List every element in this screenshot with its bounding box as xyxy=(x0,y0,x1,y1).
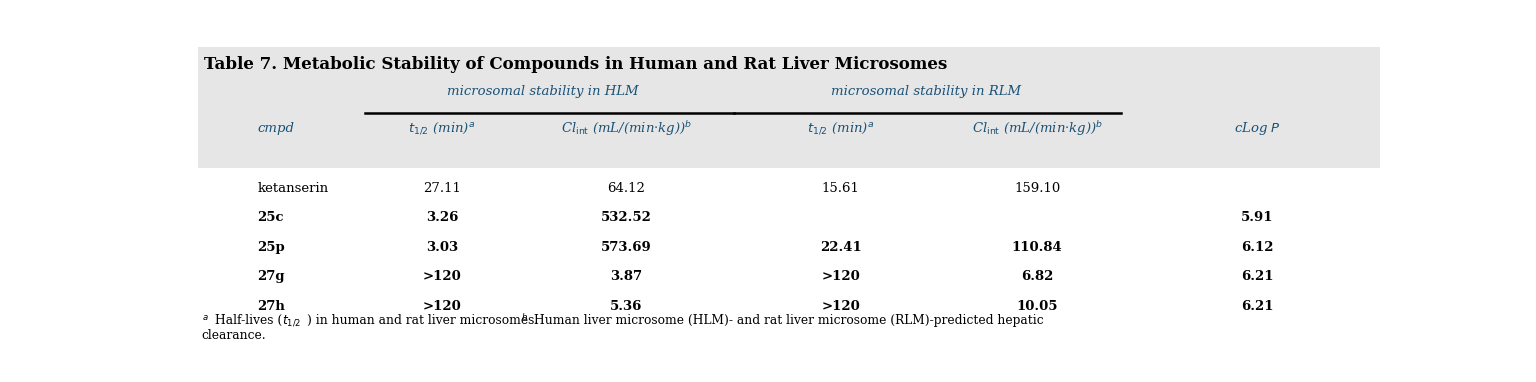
Text: Half-lives (: Half-lives ( xyxy=(215,314,283,327)
Text: 3.87: 3.87 xyxy=(610,270,642,283)
Text: 110.84: 110.84 xyxy=(1012,241,1063,254)
Text: Cl$_{\mathrm{int}}$ (mL/(min$\cdot$kg))$^{b}$: Cl$_{\mathrm{int}}$ (mL/(min$\cdot$kg))$… xyxy=(972,119,1103,138)
Text: 27g: 27g xyxy=(258,270,286,283)
Text: 64.12: 64.12 xyxy=(608,182,645,195)
Text: 5.36: 5.36 xyxy=(610,299,642,312)
Text: 25c: 25c xyxy=(258,211,284,224)
Text: $^{b}$: $^{b}$ xyxy=(521,314,528,327)
Text: Cl$_{\mathrm{int}}$ (mL/(min$\cdot$kg))$^{b}$: Cl$_{\mathrm{int}}$ (mL/(min$\cdot$kg))$… xyxy=(561,119,693,138)
Text: 5.91: 5.91 xyxy=(1241,211,1273,224)
Text: microsomal stability in RLM: microsomal stability in RLM xyxy=(831,85,1021,98)
Text: 3.26: 3.26 xyxy=(425,211,458,224)
Text: 22.41: 22.41 xyxy=(820,241,862,254)
Text: clearance.: clearance. xyxy=(201,329,266,342)
Text: >120: >120 xyxy=(422,299,461,312)
Text: 6.82: 6.82 xyxy=(1021,270,1054,283)
Text: $t_{1/2}$: $t_{1/2}$ xyxy=(283,314,303,329)
Text: 6.21: 6.21 xyxy=(1241,299,1273,312)
Text: >120: >120 xyxy=(822,270,860,283)
Text: 6.12: 6.12 xyxy=(1241,241,1273,254)
Text: Table 7. Metabolic Stability of Compounds in Human and Rat Liver Microsomes: Table 7. Metabolic Stability of Compound… xyxy=(204,56,948,73)
Text: $^{a}$: $^{a}$ xyxy=(201,314,209,327)
Text: ketanserin: ketanserin xyxy=(258,182,329,195)
Text: 532.52: 532.52 xyxy=(601,211,651,224)
Text: microsomal stability in HLM: microsomal stability in HLM xyxy=(447,85,639,98)
Text: $t_{1/2}$ (min)$^{a}$: $t_{1/2}$ (min)$^{a}$ xyxy=(808,120,874,136)
Text: Human liver microsome (HLM)- and rat liver microsome (RLM)-predicted hepatic: Human liver microsome (HLM)- and rat liv… xyxy=(533,314,1043,327)
Text: >120: >120 xyxy=(822,299,860,312)
Text: 25p: 25p xyxy=(258,241,286,254)
Text: 573.69: 573.69 xyxy=(601,241,651,254)
FancyBboxPatch shape xyxy=(198,47,1379,168)
Text: 27h: 27h xyxy=(258,299,286,312)
Text: 27.11: 27.11 xyxy=(422,182,461,195)
Text: 159.10: 159.10 xyxy=(1014,182,1060,195)
Text: 6.21: 6.21 xyxy=(1241,270,1273,283)
Text: cLog $P$: cLog $P$ xyxy=(1233,120,1281,137)
Text: 10.05: 10.05 xyxy=(1017,299,1058,312)
Text: 15.61: 15.61 xyxy=(822,182,860,195)
Text: >120: >120 xyxy=(422,270,461,283)
Text: 3.03: 3.03 xyxy=(425,241,458,254)
Text: cmpd: cmpd xyxy=(258,122,295,135)
Text: $t_{1/2}$ (min)$^{a}$: $t_{1/2}$ (min)$^{a}$ xyxy=(409,120,476,136)
Text: ) in human and rat liver microsomes.: ) in human and rat liver microsomes. xyxy=(307,314,539,327)
